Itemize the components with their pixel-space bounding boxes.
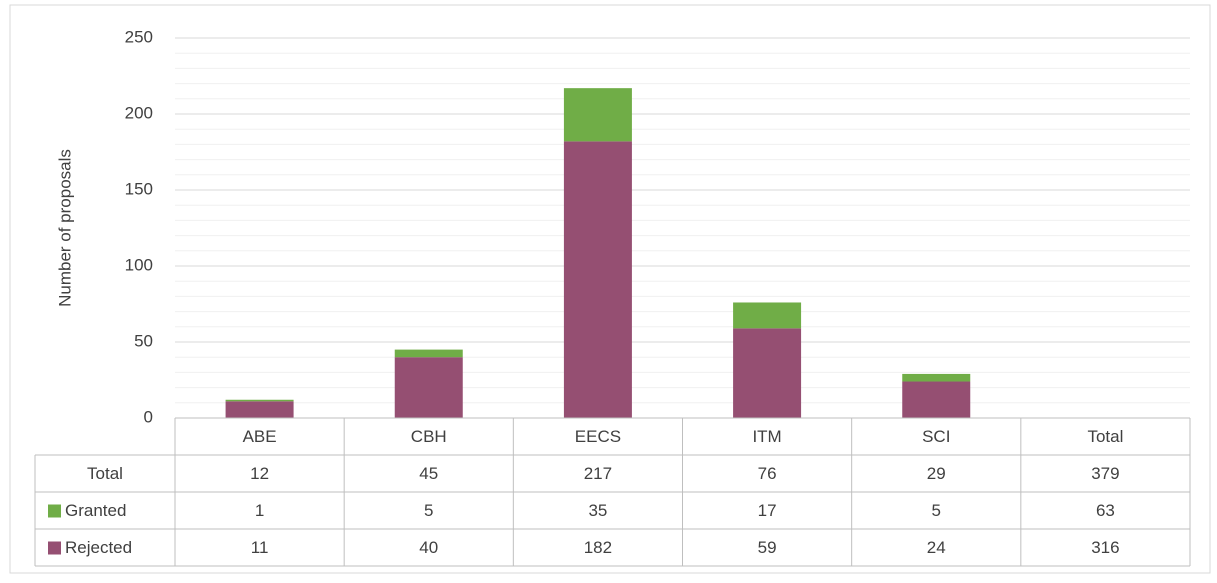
y-tick-label: 100 [125,255,153,274]
bar-segment [902,381,971,418]
column-header: ITM [752,427,781,446]
bar-segment [902,373,971,382]
table-cell: 12 [250,464,269,483]
table-cell: 182 [584,538,612,557]
table-cell: 5 [424,501,433,520]
y-tick-label: 0 [144,407,153,426]
table-cell: 217 [584,464,612,483]
bar-segment [733,328,802,418]
y-axis-label: Number of proposals [55,149,74,307]
bar-segment [394,349,463,358]
table-cell: 24 [927,538,946,557]
table-cell: 59 [758,538,777,557]
table-cell: 35 [588,501,607,520]
table-cell: 40 [419,538,438,557]
legend-key [48,504,61,518]
table-cell: 11 [251,538,269,557]
table-cell: 29 [927,464,946,483]
bar-segment [563,88,632,142]
y-tick-label: 50 [134,331,153,350]
table-cell: 379 [1091,464,1119,483]
row-label: Granted [65,501,126,520]
bar-segment [733,302,802,329]
table-cell: 17 [758,501,777,520]
table-cell: 316 [1091,538,1119,557]
column-header: CBH [411,427,447,446]
y-tick-label: 250 [125,27,153,46]
column-header: Total [1087,427,1123,446]
table-cell: 76 [758,464,777,483]
legend-key [48,541,61,555]
table-cell: 5 [932,501,941,520]
chart-border [9,4,1211,574]
column-header: EECS [575,427,621,446]
y-tick-label: 200 [125,103,153,122]
row-label: Rejected [65,538,132,557]
table-cell: 1 [255,501,264,520]
table-cell: 45 [419,464,438,483]
row-label: Total [87,464,123,483]
column-header: ABE [243,427,277,446]
column-header: SCI [922,427,950,446]
bar-segment [225,401,294,418]
table-cell: 63 [1096,501,1115,520]
bar-segment [225,399,294,402]
bar-segment [394,357,463,418]
bar-segment [563,141,632,419]
y-tick-label: 150 [125,179,153,198]
